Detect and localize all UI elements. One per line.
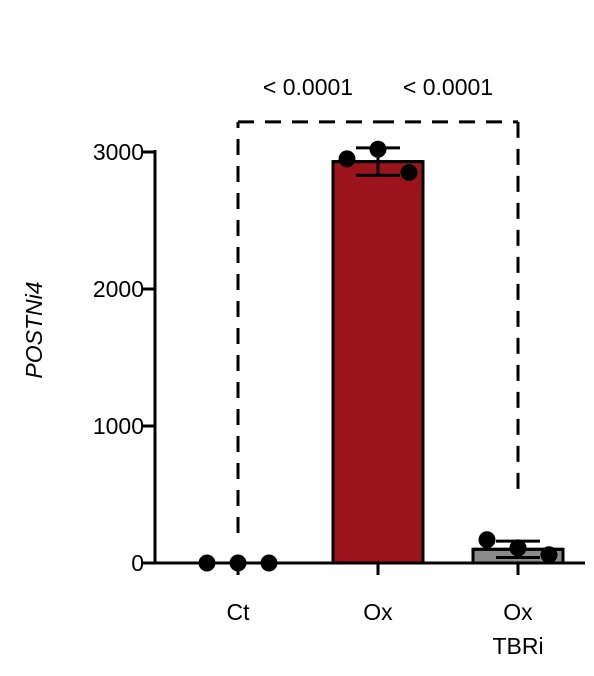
- labels: 0 1000 2000 3000 Ct Ox Ox TBRi POSTNi4 < 0.0001 < …: [21, 74, 544, 659]
- y-tick-label: 1000: [93, 413, 144, 439]
- data-point: [198, 554, 216, 572]
- x-tick-label: Ox: [363, 599, 393, 625]
- y-tick-label: 3000: [93, 139, 144, 165]
- data-point: [478, 531, 496, 549]
- x-tick-label: TBRi: [492, 633, 543, 659]
- data-point: [400, 164, 418, 182]
- data-point: [338, 150, 356, 168]
- y-tick-label: 0: [131, 550, 144, 576]
- p-value-label: < 0.0001: [263, 74, 353, 100]
- bar: [331, 160, 425, 565]
- x-tick-label: Ct: [227, 599, 251, 625]
- data-point: [229, 554, 247, 572]
- y-axis-label: POSTNi4: [21, 281, 47, 378]
- y-tick-label: 2000: [93, 276, 144, 302]
- bars: [331, 160, 565, 565]
- x-tick-label: Ox: [503, 599, 533, 625]
- p-value-label: < 0.0001: [403, 74, 493, 100]
- data-points: [198, 140, 558, 572]
- data-point: [540, 546, 558, 564]
- data-point: [369, 140, 387, 158]
- data-point: [509, 539, 527, 557]
- data-point: [260, 554, 278, 572]
- significance-brackets: [236, 120, 520, 533]
